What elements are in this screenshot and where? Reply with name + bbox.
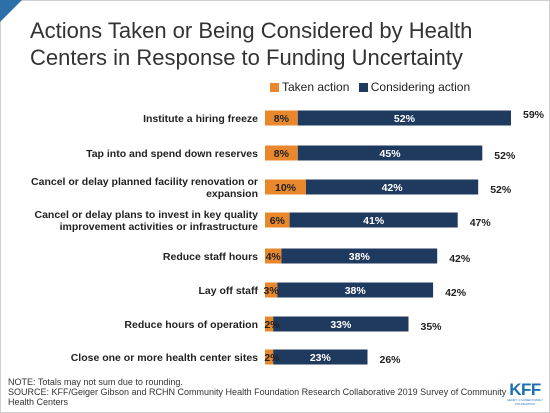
bar-taken (265, 248, 282, 264)
data-label-total: 42% (449, 253, 471, 265)
legend-item-considering: Considering action (358, 80, 471, 94)
data-label-taken: 10% (275, 182, 297, 194)
data-label-taken: 4% (266, 251, 282, 263)
data-label-taken: 6% (270, 215, 286, 227)
data-label-considering: 33% (330, 319, 352, 331)
data-label-taken: 8% (274, 113, 290, 125)
data-label-total: 42% (445, 287, 467, 299)
note-text: NOTE: Totals may not sum due to rounding… (8, 377, 183, 387)
bar-considering (306, 179, 479, 195)
bar-considering (273, 316, 409, 332)
category-label: Tap into and spend down reserves (86, 148, 258, 160)
category-label: Reduce staff hours (163, 251, 258, 263)
logo-subtext: HENRY J KAISER FAMILY FOUNDATION (507, 398, 543, 406)
kff-logo: KFF HENRY J KAISER FAMILY FOUNDATION (507, 381, 543, 406)
data-label-considering: 38% (349, 251, 371, 263)
bar-taken (265, 316, 274, 332)
bar-considering (273, 349, 368, 365)
data-label-taken: 2% (264, 352, 280, 364)
data-label-considering: 38% (345, 285, 367, 297)
category-label: Institute a hiring freeze (143, 113, 258, 125)
data-label-considering: 41% (363, 215, 385, 227)
bar-taken (265, 212, 290, 228)
data-label-considering: 42% (382, 182, 404, 194)
bar-taken (265, 349, 274, 365)
category-label: Cancel or delay plans to invest in key q… (35, 209, 259, 233)
bar-considering (297, 145, 483, 161)
bar-considering (281, 248, 438, 264)
category-label: Cancel or delay planned facility renovat… (31, 176, 258, 200)
bar-taken (265, 145, 298, 161)
data-label-taken: 2% (264, 319, 280, 331)
data-label-total: 26% (380, 354, 402, 366)
corner-accent (0, 0, 22, 22)
data-label-total: 52% (490, 184, 512, 196)
data-label-considering: 52% (394, 113, 416, 125)
legend-label-considering: Considering action (370, 80, 471, 94)
source-text: SOURCE: KFF/Geiger Gibson and RCHN Commu… (8, 387, 507, 407)
data-label-taken: 3% (264, 285, 280, 297)
bar-taken (265, 179, 306, 195)
category-label: Reduce hours of operation (124, 319, 258, 331)
data-label-considering: 45% (380, 148, 402, 160)
chart-legend: Taken action Considering action (270, 80, 476, 95)
data-label-total: 35% (421, 321, 443, 333)
logo-text: KFF (509, 380, 541, 399)
footnote: NOTE: Totals may not sum due to rounding… (8, 377, 508, 407)
legend-swatch-considering (358, 82, 368, 92)
bar-considering (297, 110, 511, 126)
bar-taken (265, 110, 298, 126)
legend-item-taken: Taken action (270, 80, 349, 94)
data-label-taken: 8% (274, 148, 290, 160)
data-label-total: 47% (470, 217, 492, 229)
data-label-considering: 23% (310, 352, 332, 364)
data-label-total: 52% (494, 150, 516, 162)
chart-title: Actions Taken or Being Considered by Hea… (30, 18, 473, 70)
legend-swatch-taken (270, 82, 279, 92)
category-label: Lay off staff (198, 285, 258, 297)
bar-taken (265, 282, 278, 298)
data-label-total: 59% (523, 109, 545, 121)
legend-label-taken: Taken action (282, 80, 350, 94)
bar-considering (277, 282, 434, 298)
bar-considering (289, 212, 458, 228)
category-label: Close one or more health center sites (71, 352, 258, 364)
